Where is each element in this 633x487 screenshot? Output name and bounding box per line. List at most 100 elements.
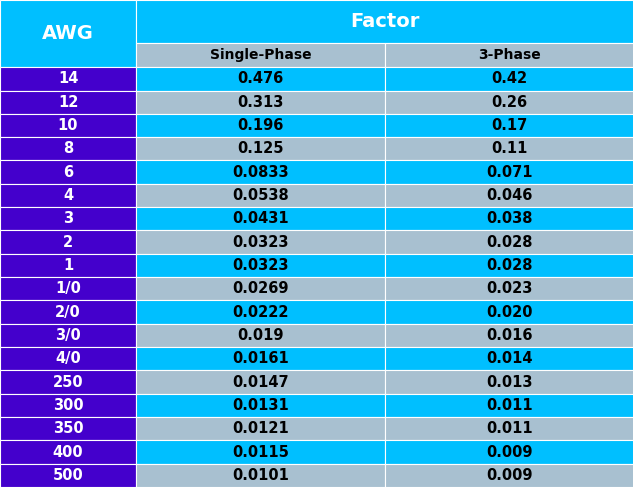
Text: 0.0121: 0.0121 xyxy=(232,421,289,436)
Bar xyxy=(0,161,136,184)
Text: 0.020: 0.020 xyxy=(486,304,532,319)
Text: AWG: AWG xyxy=(42,24,94,43)
Bar xyxy=(136,43,385,67)
Bar xyxy=(385,161,633,184)
Bar xyxy=(0,91,136,114)
Text: 0.071: 0.071 xyxy=(486,165,532,180)
Text: 8: 8 xyxy=(63,141,73,156)
Text: 0.42: 0.42 xyxy=(491,72,527,86)
Bar xyxy=(136,417,385,440)
Text: 400: 400 xyxy=(53,445,84,460)
Text: 0.023: 0.023 xyxy=(486,281,532,296)
Text: 0.0323: 0.0323 xyxy=(232,235,289,250)
Bar xyxy=(0,371,136,393)
Bar xyxy=(385,91,633,114)
Bar xyxy=(385,440,633,464)
Bar xyxy=(0,277,136,300)
Bar xyxy=(136,184,385,207)
Text: 0.011: 0.011 xyxy=(486,421,532,436)
Text: 0.038: 0.038 xyxy=(486,211,532,226)
Bar xyxy=(136,440,385,464)
Bar xyxy=(136,393,385,417)
Text: 0.196: 0.196 xyxy=(237,118,284,133)
Text: 0.009: 0.009 xyxy=(486,468,532,483)
Bar xyxy=(385,254,633,277)
Bar xyxy=(136,137,385,161)
Bar xyxy=(385,347,633,371)
Text: 0.0161: 0.0161 xyxy=(232,351,289,366)
Bar xyxy=(136,254,385,277)
Bar xyxy=(385,324,633,347)
Bar xyxy=(0,114,136,137)
Text: 0.26: 0.26 xyxy=(491,94,527,110)
Text: 12: 12 xyxy=(58,94,78,110)
Text: 0.0538: 0.0538 xyxy=(232,188,289,203)
Bar xyxy=(136,207,385,230)
Bar xyxy=(385,207,633,230)
Text: 0.0323: 0.0323 xyxy=(232,258,289,273)
Bar xyxy=(136,114,385,137)
Bar xyxy=(385,393,633,417)
Text: 0.313: 0.313 xyxy=(237,94,284,110)
Text: 1: 1 xyxy=(63,258,73,273)
Text: 0.028: 0.028 xyxy=(486,235,532,250)
Text: 300: 300 xyxy=(53,398,84,413)
Text: 0.016: 0.016 xyxy=(486,328,532,343)
Text: 0.17: 0.17 xyxy=(491,118,527,133)
Text: 350: 350 xyxy=(53,421,84,436)
Bar xyxy=(136,0,633,43)
Bar xyxy=(0,300,136,324)
Bar xyxy=(385,137,633,161)
Text: 3: 3 xyxy=(63,211,73,226)
Bar xyxy=(385,417,633,440)
Bar xyxy=(0,137,136,161)
Text: 500: 500 xyxy=(53,468,84,483)
Text: Single-Phase: Single-Phase xyxy=(210,48,311,62)
Bar xyxy=(136,347,385,371)
Bar xyxy=(385,277,633,300)
Text: 0.0147: 0.0147 xyxy=(232,375,289,390)
Text: 0.0101: 0.0101 xyxy=(232,468,289,483)
Bar xyxy=(136,324,385,347)
Bar xyxy=(136,464,385,487)
Bar xyxy=(136,277,385,300)
Bar xyxy=(0,254,136,277)
Bar xyxy=(136,67,385,91)
Text: 10: 10 xyxy=(58,118,78,133)
Text: 0.11: 0.11 xyxy=(491,141,527,156)
Bar xyxy=(0,207,136,230)
Text: 0.011: 0.011 xyxy=(486,398,532,413)
Text: 3-Phase: 3-Phase xyxy=(478,48,541,62)
Bar xyxy=(385,67,633,91)
Text: 1/0: 1/0 xyxy=(55,281,81,296)
Bar xyxy=(0,393,136,417)
Text: 0.125: 0.125 xyxy=(237,141,284,156)
Text: 6: 6 xyxy=(63,165,73,180)
Text: 0.014: 0.014 xyxy=(486,351,532,366)
Text: 0.046: 0.046 xyxy=(486,188,532,203)
Bar xyxy=(385,230,633,254)
Bar xyxy=(0,417,136,440)
Text: 250: 250 xyxy=(53,375,84,390)
Text: Factor: Factor xyxy=(350,12,420,31)
Bar xyxy=(385,43,633,67)
Bar xyxy=(0,184,136,207)
Text: 0.0269: 0.0269 xyxy=(232,281,289,296)
Text: 4: 4 xyxy=(63,188,73,203)
Text: 0.019: 0.019 xyxy=(237,328,284,343)
Text: 0.0222: 0.0222 xyxy=(232,304,289,319)
Bar xyxy=(385,300,633,324)
Bar xyxy=(385,184,633,207)
Text: 0.0833: 0.0833 xyxy=(232,165,289,180)
Bar xyxy=(136,371,385,393)
Bar xyxy=(0,0,136,67)
Text: 2/0: 2/0 xyxy=(55,304,81,319)
Bar xyxy=(0,230,136,254)
Text: 0.476: 0.476 xyxy=(237,72,284,86)
Text: 4/0: 4/0 xyxy=(55,351,81,366)
Bar xyxy=(385,114,633,137)
Text: 0.0131: 0.0131 xyxy=(232,398,289,413)
Bar xyxy=(0,347,136,371)
Bar xyxy=(0,67,136,91)
Text: 0.009: 0.009 xyxy=(486,445,532,460)
